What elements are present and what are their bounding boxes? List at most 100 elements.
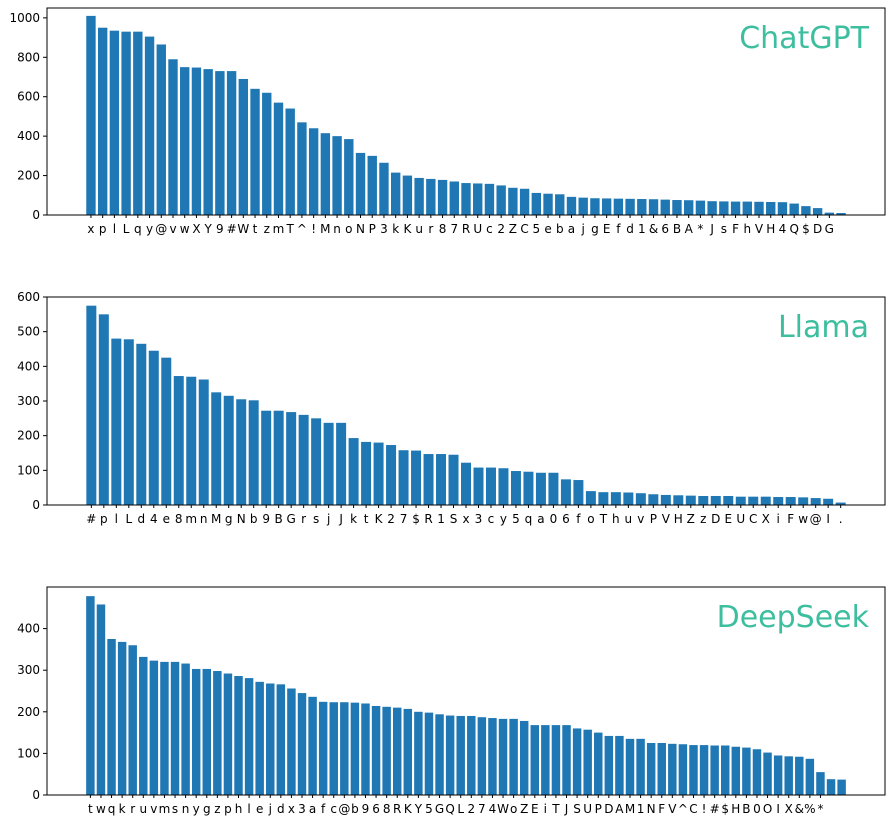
bar-deepseek-25 <box>350 702 360 795</box>
bar-chatgpt-62 <box>812 208 823 215</box>
x-tick-label: b <box>250 512 258 526</box>
x-tick-label: I <box>826 512 830 526</box>
x-tick-label: V <box>755 222 764 236</box>
x-tick-label: L <box>457 802 464 816</box>
bar-llama-0 <box>86 305 97 505</box>
bar-chatgpt-34 <box>484 183 495 215</box>
x-tick-label: y <box>500 512 507 526</box>
bar-llama-5 <box>148 350 159 505</box>
bar-deepseek-53 <box>646 743 656 795</box>
x-tick-label: & <box>795 802 804 816</box>
bar-deepseek-35 <box>456 715 465 795</box>
bar-llama-9 <box>198 379 209 505</box>
x-tick-label: q <box>525 512 533 526</box>
x-tick-label: p <box>224 802 232 816</box>
x-tick-label: G <box>825 222 834 236</box>
x-tick-label: * <box>697 222 703 236</box>
x-tick-label: N <box>647 802 656 816</box>
bar-llama-8 <box>186 376 197 505</box>
x-tick-label: % <box>804 802 815 816</box>
x-tick-label: 3 <box>298 802 306 816</box>
x-tick-label: N <box>356 222 365 236</box>
x-tick-label: T <box>286 222 295 236</box>
bar-chatgpt-37 <box>519 188 530 215</box>
x-tick-label: s <box>721 222 727 236</box>
x-tick-label: K <box>403 222 412 236</box>
x-tick-label: S <box>573 802 581 816</box>
x-tick-label: l <box>113 222 116 236</box>
x-tick-label: l <box>115 512 118 526</box>
x-tick-label: f <box>321 802 326 816</box>
y-tick-label: 100 <box>17 463 40 477</box>
x-tick-label: Y <box>203 222 212 236</box>
bar-llama-24 <box>386 445 397 505</box>
x-tick-label: 4 <box>779 222 787 236</box>
x-tick-label: 2 <box>387 512 395 526</box>
x-tick-label: r <box>130 802 135 816</box>
x-tick-label: L <box>123 222 130 236</box>
x-tick-label: x <box>462 512 469 526</box>
x-tick-label: 6 <box>562 512 570 526</box>
x-tick-label: J <box>564 802 569 816</box>
x-tick-label: m <box>185 512 197 526</box>
x-tick-label: ! <box>311 222 316 236</box>
x-tick-label: $ <box>802 222 810 236</box>
bar-llama-53 <box>748 496 759 505</box>
x-tick-label: U <box>473 222 482 236</box>
x-tick-label: 5 <box>425 802 433 816</box>
bar-chatgpt-7 <box>168 59 178 216</box>
x-tick-label: v <box>169 222 176 236</box>
x-tick-label: v <box>637 512 644 526</box>
x-tick-label: x <box>288 802 295 816</box>
x-tick-label: O <box>763 802 772 816</box>
bar-chatgpt-63 <box>824 212 835 215</box>
bar-deepseek-6 <box>149 660 159 795</box>
x-tick-label: h <box>235 802 243 816</box>
bar-chatgpt-17 <box>285 108 295 215</box>
bar-deepseek-63 <box>752 749 762 795</box>
x-tick-label: P <box>369 222 376 236</box>
x-tick-label: e <box>256 802 263 816</box>
x-tick-label: W <box>497 802 509 816</box>
bar-deepseek-65 <box>773 755 783 795</box>
y-tick-label: 500 <box>17 325 40 339</box>
bar-llama-45 <box>648 494 659 505</box>
x-tick-label: C <box>520 222 528 236</box>
bar-chatgpt-33 <box>473 183 483 215</box>
x-tick-label: z <box>264 222 270 236</box>
y-tick-label: 200 <box>17 705 40 719</box>
y-tick-label: 0 <box>32 498 40 512</box>
bar-llama-15 <box>273 410 284 505</box>
x-tick-label: 6 <box>661 222 669 236</box>
bar-chatgpt-44 <box>601 198 612 215</box>
x-tick-label: q <box>108 802 116 816</box>
x-tick-label: o <box>587 512 594 526</box>
x-tick-label: k <box>350 512 357 526</box>
x-tick-label: H <box>766 222 775 236</box>
x-tick-label: h <box>612 512 620 526</box>
bar-deepseek-4 <box>128 645 137 795</box>
x-tick-label: s <box>172 802 178 816</box>
x-tick-label: F <box>658 802 665 816</box>
bar-chatgpt-60 <box>789 203 799 215</box>
bar-chatgpt-9 <box>191 67 202 215</box>
bar-deepseek-30 <box>403 708 413 795</box>
x-tick-label: 1 <box>637 802 645 816</box>
bar-deepseek-48 <box>594 732 603 795</box>
x-tick-label: i <box>544 802 547 816</box>
bar-llama-34 <box>510 471 521 505</box>
bar-deepseek-45 <box>562 725 571 795</box>
x-tick-label: P <box>595 802 602 816</box>
bar-deepseek-26 <box>361 703 370 795</box>
axes-frame <box>46 586 886 796</box>
bar-deepseek-67 <box>795 756 804 795</box>
x-tick-label: d <box>277 802 285 816</box>
bar-chatgpt-5 <box>144 36 155 216</box>
bar-llama-30 <box>461 462 471 505</box>
x-tick-label: w <box>180 222 190 236</box>
bar-chatgpt-20 <box>320 133 331 215</box>
x-tick-label: T <box>599 512 608 526</box>
x-tick-label: D <box>604 802 613 816</box>
chart-title: Llama <box>778 310 869 345</box>
